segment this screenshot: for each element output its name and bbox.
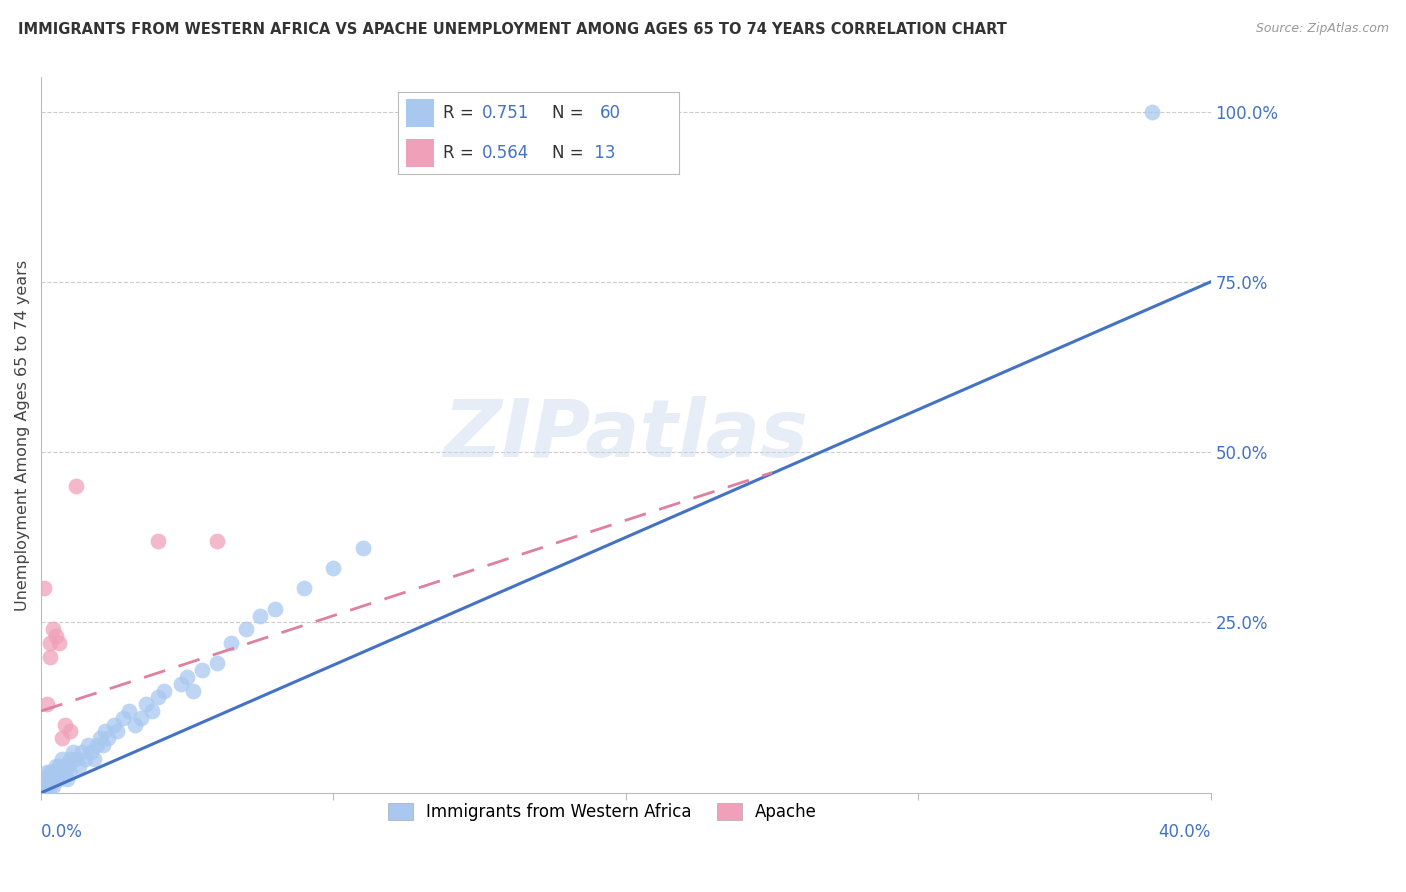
Point: [67, 758, 90, 772]
Point: [322, 561, 344, 575]
Point: [191, 663, 214, 677]
Point: [205, 533, 228, 548]
Point: [1140, 104, 1163, 119]
Point: [352, 541, 374, 555]
Point: [38, 765, 60, 780]
Point: [205, 657, 228, 671]
Point: [105, 724, 128, 739]
Legend: Immigrants from Western Africa, Apache: Immigrants from Western Africa, Apache: [378, 793, 827, 831]
Point: [111, 711, 134, 725]
Point: [38, 779, 60, 793]
Point: [176, 670, 198, 684]
Point: [264, 602, 287, 616]
Point: [129, 711, 152, 725]
Point: [38, 636, 60, 650]
Point: [65, 752, 87, 766]
Point: [235, 622, 257, 636]
Point: [42, 765, 65, 780]
Point: [51, 731, 73, 746]
Point: [53, 765, 76, 780]
Point: [45, 758, 67, 772]
Point: [181, 683, 204, 698]
Point: [70, 745, 93, 759]
Point: [97, 731, 120, 746]
Point: [118, 704, 141, 718]
Point: [38, 772, 60, 786]
Point: [51, 765, 73, 780]
Text: 40.0%: 40.0%: [1159, 823, 1211, 841]
Point: [38, 772, 60, 786]
Point: [83, 752, 105, 766]
Point: [124, 717, 146, 731]
Point: [141, 704, 163, 718]
Point: [32, 582, 55, 596]
Point: [32, 772, 55, 786]
Point: [94, 724, 117, 739]
Point: [219, 636, 242, 650]
Point: [91, 738, 114, 752]
Text: ZIPatlas: ZIPatlas: [443, 396, 808, 475]
Point: [59, 765, 82, 780]
Point: [35, 772, 58, 786]
Point: [53, 717, 76, 731]
Point: [48, 636, 70, 650]
Point: [56, 772, 79, 786]
Point: [53, 758, 76, 772]
Point: [89, 731, 111, 746]
Point: [45, 772, 67, 786]
Point: [45, 765, 67, 780]
Point: [86, 738, 108, 752]
Point: [38, 649, 60, 664]
Point: [48, 772, 70, 786]
Y-axis label: Unemployment Among Ages 65 to 74 years: Unemployment Among Ages 65 to 74 years: [15, 260, 30, 611]
Point: [59, 724, 82, 739]
Point: [135, 697, 157, 711]
Point: [35, 697, 58, 711]
Point: [103, 717, 125, 731]
Point: [170, 677, 193, 691]
Point: [59, 752, 82, 766]
Point: [62, 745, 84, 759]
Point: [292, 582, 315, 596]
Point: [48, 758, 70, 772]
Point: [42, 622, 65, 636]
Point: [56, 758, 79, 772]
Point: [73, 752, 96, 766]
Point: [32, 779, 55, 793]
Text: 0.0%: 0.0%: [41, 823, 83, 841]
Text: IMMIGRANTS FROM WESTERN AFRICA VS APACHE UNEMPLOYMENT AMONG AGES 65 TO 74 YEARS : IMMIGRANTS FROM WESTERN AFRICA VS APACHE…: [18, 22, 1007, 37]
Point: [77, 738, 100, 752]
Point: [146, 690, 169, 705]
Point: [42, 772, 65, 786]
Point: [42, 779, 65, 793]
Point: [51, 752, 73, 766]
Point: [35, 779, 58, 793]
Point: [249, 608, 271, 623]
Point: [45, 629, 67, 643]
Point: [153, 683, 176, 698]
Point: [146, 533, 169, 548]
Point: [35, 765, 58, 780]
Point: [80, 745, 103, 759]
Point: [65, 479, 87, 493]
Text: Source: ZipAtlas.com: Source: ZipAtlas.com: [1256, 22, 1389, 36]
